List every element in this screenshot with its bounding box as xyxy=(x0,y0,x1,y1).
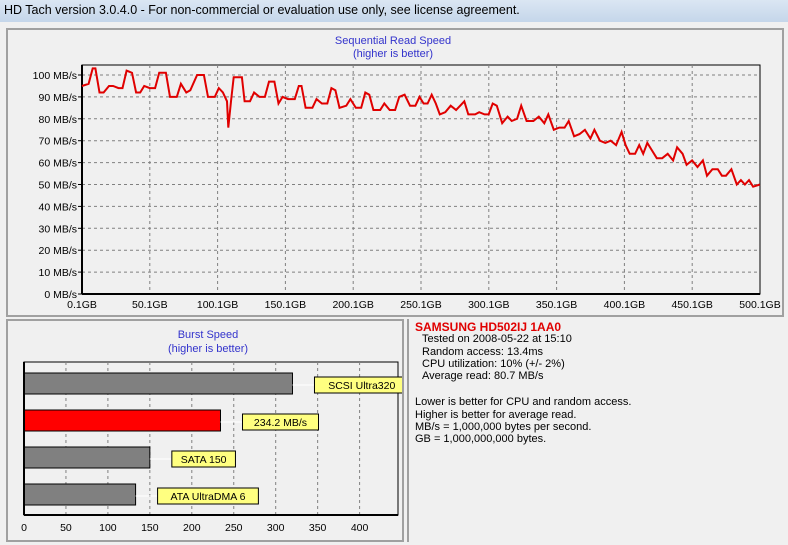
drive-name: SAMSUNG HD502IJ 1AA0 xyxy=(415,320,562,334)
cpu-utilization: CPU utilization: 10% (+/- 2%) xyxy=(422,357,565,370)
sequential-read-chart: Sequential Read Speed (higher is better)… xyxy=(33,35,781,311)
y-tick-label: 90 MB/s xyxy=(38,92,77,104)
x-tick-label: 200 xyxy=(183,522,201,534)
x-tick-label: 0.1GB xyxy=(67,299,97,311)
chart-title: Sequential Read Speed xyxy=(335,35,451,47)
bar-label: 234.2 MB/s xyxy=(254,417,307,429)
x-tick-label: 300.1GB xyxy=(468,299,509,311)
x-tick-label: 300 xyxy=(267,522,285,534)
burst-bar xyxy=(23,409,221,432)
x-tick-label: 350.1GB xyxy=(536,299,577,311)
x-tick-label: 100 xyxy=(99,522,117,534)
y-tick-label: 70 MB/s xyxy=(38,136,77,148)
y-tick-label: 40 MB/s xyxy=(38,201,77,213)
y-tick-label: 30 MB/s xyxy=(38,223,77,235)
x-tick-label: 200.1GB xyxy=(332,299,373,311)
bar-label-box xyxy=(157,487,259,505)
burst-title: Burst Speed xyxy=(178,329,239,341)
x-tick-label: 50 xyxy=(60,522,72,534)
burst-speed-chart: Burst Speed (higher is better) 0 50 100 150… xyxy=(21,329,410,534)
x-tick-label: 250 xyxy=(225,522,243,534)
x-tick-label: 150.1GB xyxy=(265,299,306,311)
burst-subtitle: (higher is better) xyxy=(168,343,248,355)
note: GB = 1,000,000,000 bytes. xyxy=(415,433,547,446)
chart-subtitle: (higher is better) xyxy=(353,48,433,60)
y-tick-label: 50 MB/s xyxy=(38,180,77,192)
y-tick-label: 20 MB/s xyxy=(38,245,77,257)
y-tick-label: 100 MB/s xyxy=(33,70,77,82)
average-read: Average read: 80.7 MB/s xyxy=(422,370,544,383)
x-tick-label: 250.1GB xyxy=(400,299,441,311)
y-tick-label: 80 MB/s xyxy=(38,114,77,126)
x-tick-label: 450.1GB xyxy=(671,299,712,311)
read-speed-line xyxy=(81,67,761,188)
note: Higher is better for average read. xyxy=(415,408,577,421)
burst-bar xyxy=(23,483,137,506)
x-tick-label: 500.1GB xyxy=(739,299,780,311)
x-tick-label: 0 xyxy=(21,522,27,534)
sequential-read-panel: Sequential Read Speed (higher is better)… xyxy=(6,28,784,317)
tested-date: Tested on 2008-05-22 at 15:10 xyxy=(422,333,572,346)
x-tick-label: 150 xyxy=(141,522,159,534)
x-tick-label: 50.1GB xyxy=(132,299,168,311)
window-title-bar: HD Tach version 3.0.4.0 - For non-commer… xyxy=(0,0,788,22)
note: Lower is better for CPU and random acces… xyxy=(415,396,632,409)
bar-label-box xyxy=(171,450,236,468)
bar-label: SCSI Ultra320 xyxy=(328,380,395,392)
burst-bar xyxy=(23,372,293,395)
x-tick-label: 350 xyxy=(309,522,327,534)
burst-speed-panel: Burst Speed (higher is better) 0 50 100 150… xyxy=(6,319,410,542)
y-tick-label: 60 MB/s xyxy=(38,158,77,170)
bar-label-box xyxy=(241,413,319,431)
bar-label: ATA UltraDMA 6 xyxy=(171,491,246,503)
window-title: HD Tach version 3.0.4.0 - For non-commer… xyxy=(4,3,520,17)
drive-info-panel: SAMSUNG HD502IJ 1AA0 Tested on 2008-05-2… xyxy=(407,319,788,542)
y-tick-label: 0 MB/s xyxy=(44,289,77,301)
burst-bar xyxy=(23,446,151,469)
bar-label: SATA 150 xyxy=(181,454,227,466)
x-tick-label: 400.1GB xyxy=(604,299,645,311)
y-tick-label: 10 MB/s xyxy=(38,267,77,279)
note: MB/s = 1,000,000 bytes per second. xyxy=(415,421,592,434)
x-tick-label: 100.1GB xyxy=(197,299,238,311)
x-tick-label: 400 xyxy=(351,522,369,534)
random-access: Random access: 13.4ms xyxy=(422,345,544,358)
